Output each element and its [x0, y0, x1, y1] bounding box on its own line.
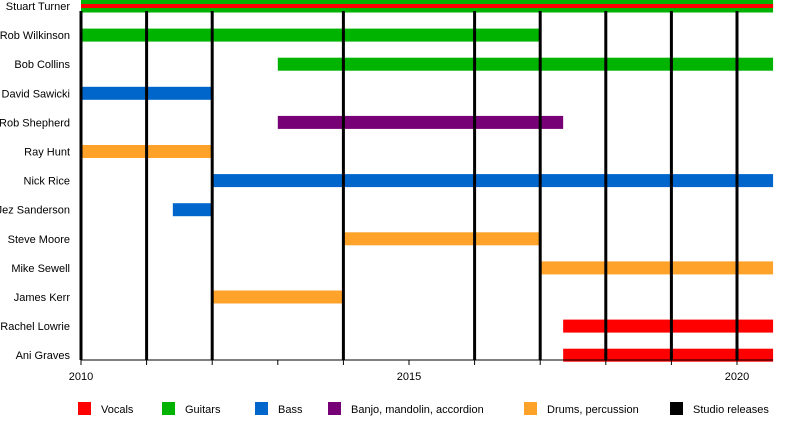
- member-label: Jez Sanderson: [0, 205, 70, 217]
- member-label: Bob Collins: [14, 59, 70, 71]
- legend-swatch: [162, 402, 175, 415]
- legend-label: Guitars: [185, 404, 221, 416]
- bar-vocals: [81, 4, 774, 8]
- member-label: Nick Rice: [24, 176, 70, 188]
- member-label: Mike Sewell: [11, 263, 70, 275]
- legend-swatch: [524, 402, 537, 415]
- bar-drums-percussion: [212, 290, 344, 304]
- bar-banjo-mandolin-accordion: [277, 115, 564, 129]
- bar-guitars: [81, 28, 541, 42]
- legend-label: Studio releases: [693, 404, 769, 416]
- x-tick-label: 2020: [725, 371, 749, 383]
- bar-vocals: [563, 348, 774, 362]
- bar-bass: [212, 174, 774, 188]
- legend-label: Bass: [278, 404, 303, 416]
- legend-label: Drums, percussion: [547, 404, 639, 416]
- bar-bass: [172, 203, 213, 217]
- bar-drums-percussion: [540, 261, 774, 275]
- member-label: Stuart Turner: [6, 1, 71, 13]
- bar-guitars: [277, 57, 774, 71]
- member-label: James Kerr: [14, 292, 71, 304]
- bar-vocals: [563, 319, 774, 333]
- legend-label: Banjo, mandolin, accordion: [351, 404, 484, 416]
- legend-swatch: [328, 402, 341, 415]
- legend-swatch: [670, 402, 683, 415]
- member-label: Ani Graves: [16, 350, 71, 362]
- bar-drums-percussion: [343, 232, 541, 246]
- legend-swatch: [78, 402, 91, 415]
- member-label: David Sawicki: [2, 88, 70, 100]
- legend-swatch: [255, 402, 268, 415]
- member-label: Ray Hunt: [24, 147, 70, 159]
- member-label: Rob Shepherd: [0, 117, 70, 129]
- member-label: Steve Moore: [8, 234, 70, 246]
- x-tick-label: 2015: [397, 371, 421, 383]
- legend-label: Vocals: [101, 404, 134, 416]
- x-tick-label: 2010: [69, 371, 93, 383]
- member-label: Rachel Lowrie: [0, 321, 70, 333]
- member-label: Rob Wilkinson: [0, 30, 70, 42]
